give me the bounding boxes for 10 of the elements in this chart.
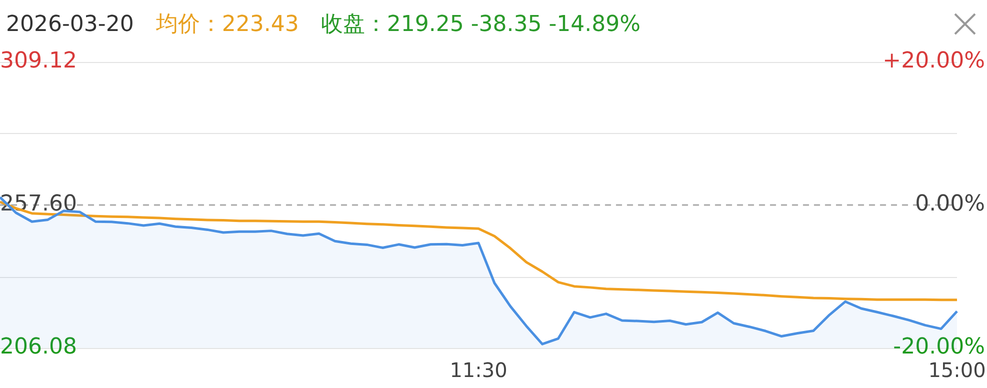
x-tick-label: 11:30: [450, 358, 508, 382]
y-tick-label: 309.12: [0, 48, 77, 74]
y-tick-label: 206.08: [0, 334, 77, 360]
y2-tick-label: 0.00%: [915, 192, 985, 217]
x-tick-label: 15:00: [928, 358, 986, 382]
text: 收盘：219.25 -38.35 -14.89%: [320, 11, 641, 39]
y2-tick-label: -20.00%: [893, 334, 985, 360]
text: 均价：223.43: [156, 11, 299, 39]
y2-tick-label: +20.00%: [882, 48, 985, 74]
chart-title: 2026-03-20: [6, 12, 134, 36]
